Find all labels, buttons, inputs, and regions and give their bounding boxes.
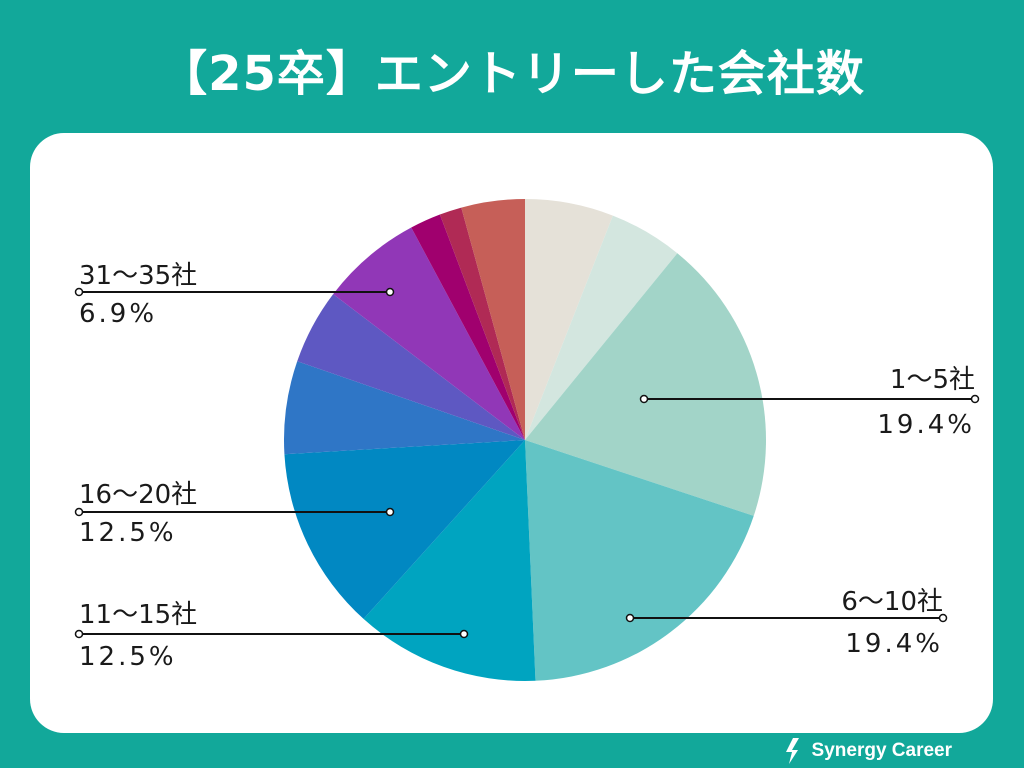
- pie-slice-9: [411, 214, 525, 440]
- pie-slice-8: [333, 227, 525, 440]
- pie-slice-2: [525, 253, 766, 516]
- pie-slice-5: [284, 440, 525, 619]
- brand-name: Synergy Career: [811, 740, 952, 761]
- callout-dot-4-1: [74, 629, 84, 639]
- slice-percent-label: 6.9%: [79, 299, 157, 329]
- callout-dot-8-0: [385, 287, 395, 297]
- callout-dot-4-0: [459, 629, 469, 639]
- slice-percent-label: 12.5%: [79, 642, 177, 672]
- pie-slice-6: [284, 361, 525, 455]
- pie-slice-3: [525, 440, 754, 681]
- callout-dot-3-1: [938, 613, 948, 623]
- callout-dot-5-0: [385, 507, 395, 517]
- slice-percent-label: 19.4%: [845, 629, 943, 659]
- callout-dot-3-0: [625, 613, 635, 623]
- slice-category-label: 31〜35社: [79, 261, 197, 291]
- pie-slice-4: [363, 440, 536, 682]
- slice-percent-label: 19.4%: [877, 410, 975, 440]
- pie-slice-7: [297, 294, 525, 440]
- slice-percent-label: 12.5%: [79, 518, 177, 548]
- slice-category-label: 1〜5社: [890, 365, 975, 395]
- synergy-logo-icon: [785, 738, 799, 764]
- callout-dot-2-0: [639, 394, 649, 404]
- slice-category-label: 6〜10社: [841, 587, 943, 617]
- pie-slice-10: [439, 207, 525, 440]
- slice-category-label: 16〜20社: [79, 480, 197, 510]
- page-title: 【25卒】エントリーした会社数: [159, 46, 865, 102]
- brand-footer: Synergy Career: [784, 738, 952, 764]
- callout-dot-8-1: [74, 287, 84, 297]
- pie-slice-1: [525, 215, 678, 440]
- slice-category-label: 11〜15社: [79, 600, 197, 630]
- callout-dot-2-1: [970, 394, 980, 404]
- callout-dot-5-1: [74, 507, 84, 517]
- pie-slice-11: [461, 199, 525, 440]
- pie-slice-0: [525, 199, 613, 440]
